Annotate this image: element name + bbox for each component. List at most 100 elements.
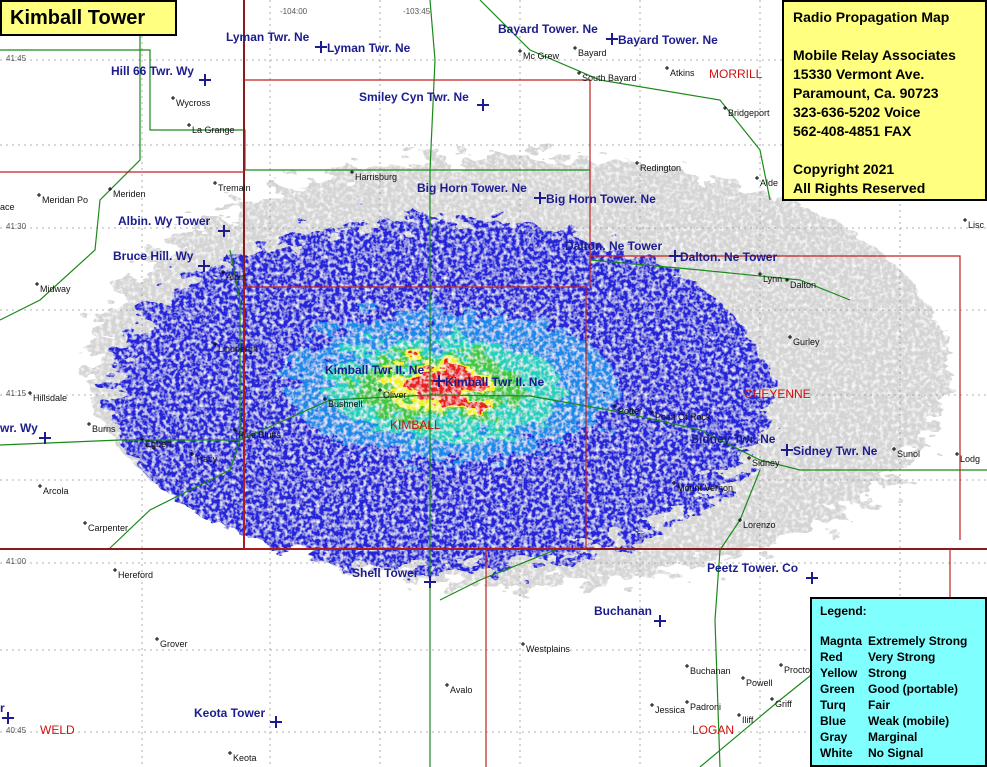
town-label: Dalton bbox=[790, 280, 816, 290]
town-marker bbox=[741, 676, 745, 680]
town-label: Point Of Rock bbox=[655, 412, 711, 422]
town-marker bbox=[190, 452, 194, 456]
town-label: Proctor bbox=[784, 665, 813, 675]
town-label: Jessica bbox=[655, 705, 685, 715]
legend-color: Green bbox=[820, 682, 855, 696]
title-box: Kimball Tower bbox=[0, 0, 177, 36]
town-marker bbox=[37, 193, 41, 197]
coordinate-label: 41:45 bbox=[6, 54, 27, 63]
town-label: La Grange bbox=[192, 125, 235, 135]
tower-label: Lyman Twr. Ne bbox=[327, 41, 411, 55]
town-marker bbox=[38, 484, 42, 488]
town-label: Albin bbox=[226, 272, 246, 282]
tower-label: wr. Wy bbox=[0, 421, 38, 435]
town-marker bbox=[35, 282, 39, 286]
coordinate-label: 41:15 bbox=[6, 389, 27, 398]
town-label: Mount Vernon bbox=[677, 483, 733, 493]
tower-marker bbox=[654, 615, 666, 627]
tower-label: Big Horn Tower. Ne bbox=[546, 192, 656, 206]
town-marker bbox=[788, 335, 792, 339]
tower-label: Big Horn Tower. Ne bbox=[417, 181, 527, 195]
town-label: Griff bbox=[775, 699, 792, 709]
coverage bbox=[90, 155, 950, 585]
town-label: Iliff bbox=[742, 715, 754, 725]
coordinate-label: 41:30 bbox=[6, 222, 27, 231]
legend-color: Red bbox=[820, 650, 843, 664]
town-marker bbox=[955, 452, 959, 456]
legend-item: Gray Marginal bbox=[820, 729, 977, 745]
tower-label: Dalton. Ne Tower bbox=[680, 250, 777, 264]
legend-color: Gray bbox=[820, 730, 848, 744]
town-marker bbox=[213, 181, 217, 185]
legend-meaning: Fair bbox=[868, 698, 891, 712]
county-label: WELD bbox=[40, 723, 75, 737]
tower-marker bbox=[424, 576, 436, 588]
town-label: ace bbox=[0, 202, 15, 212]
town-label: Lorenzo bbox=[743, 520, 776, 530]
town-label: Sidney bbox=[752, 458, 780, 468]
town-marker bbox=[755, 176, 759, 180]
town-label: Bayard bbox=[578, 48, 607, 58]
town-label: Mc Grew bbox=[523, 51, 560, 61]
tower-marker bbox=[199, 74, 211, 86]
tower-label: Kimball Twr II. Ne bbox=[325, 363, 424, 377]
legend-item: White No Signal bbox=[820, 745, 977, 761]
county-label: MORRILL bbox=[709, 67, 763, 81]
town-marker bbox=[113, 568, 117, 572]
title: Kimball Tower bbox=[10, 7, 146, 29]
info-line: 562-408-4851 FAX bbox=[793, 123, 912, 139]
town-label: Tremain bbox=[218, 183, 251, 193]
town-label: Bushnell bbox=[328, 399, 363, 409]
town-marker bbox=[445, 683, 449, 687]
town-marker bbox=[323, 397, 327, 401]
legend-meaning: Good (portable) bbox=[868, 682, 958, 696]
town-label: Harrisburg bbox=[355, 172, 397, 182]
town-label: Padroni bbox=[690, 702, 721, 712]
town-marker bbox=[521, 642, 525, 646]
info-line: 323-636-5202 Voice bbox=[793, 104, 921, 120]
town-marker bbox=[685, 664, 689, 668]
town-marker bbox=[963, 218, 967, 222]
town-marker bbox=[758, 272, 762, 276]
town-marker bbox=[785, 278, 789, 282]
legend-meaning: Extremely Strong bbox=[868, 634, 968, 648]
tower-marker bbox=[606, 33, 618, 45]
town-marker bbox=[738, 518, 742, 522]
tower-marker bbox=[669, 250, 681, 262]
legend-color: Yellow bbox=[820, 666, 858, 680]
tower-label: Sidney Twr. Ne bbox=[793, 444, 878, 458]
town-label: Powell bbox=[746, 678, 773, 688]
tower-label: Hill 66 Twr. Wy bbox=[111, 64, 194, 78]
town-marker bbox=[171, 96, 175, 100]
town-label: Sunol bbox=[897, 449, 920, 459]
legend: Legend: Magnta Extremely Strong Red Very St… bbox=[810, 597, 987, 767]
tower-label: Bruce Hill. Wy bbox=[113, 249, 194, 263]
town-marker bbox=[613, 404, 617, 408]
town-marker bbox=[350, 170, 354, 174]
tower-marker bbox=[806, 572, 818, 584]
legend-item: Magnta Extremely Strong bbox=[820, 633, 977, 649]
town-label: Lodg bbox=[960, 454, 980, 464]
tower-label: Lyman Twr. Ne bbox=[226, 30, 310, 44]
tower-marker bbox=[270, 716, 282, 728]
tower-marker bbox=[781, 444, 793, 456]
town-label: Potter bbox=[618, 406, 642, 416]
town-label: Oliver bbox=[383, 390, 407, 400]
tower-label: Dalton. Ne Tower bbox=[565, 239, 662, 253]
coordinate-label: -103:45 bbox=[403, 7, 431, 16]
town-marker bbox=[221, 270, 225, 274]
town-marker bbox=[108, 187, 112, 191]
tower-label: Buchanan bbox=[594, 604, 652, 618]
legend-item: Green Good (portable) bbox=[820, 681, 977, 697]
town-marker bbox=[737, 713, 741, 717]
legend-item: Blue Weak (mobile) bbox=[820, 713, 977, 729]
legend-color: Magnta bbox=[820, 634, 862, 648]
town-label: Meridan Po bbox=[42, 195, 88, 205]
town-marker bbox=[650, 703, 654, 707]
legend-title: Legend: bbox=[820, 604, 867, 618]
town-marker bbox=[770, 697, 774, 701]
town-label: Midway bbox=[40, 284, 71, 294]
town-marker bbox=[233, 428, 237, 432]
